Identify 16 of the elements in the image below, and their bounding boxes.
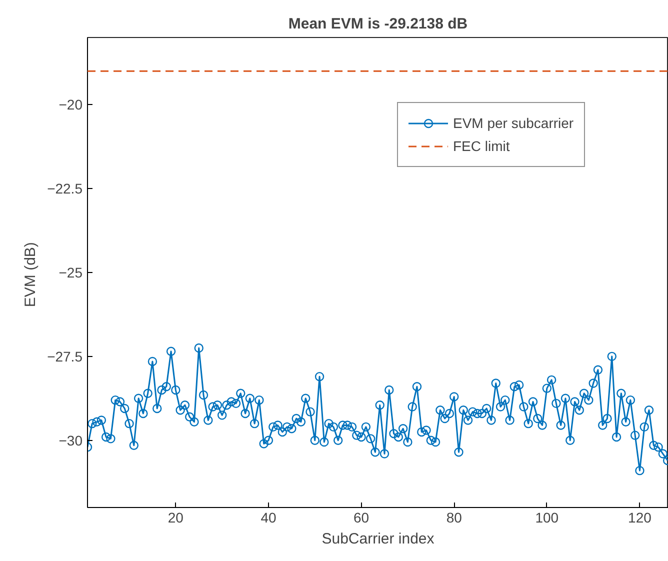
legend-label: EVM per subcarrier bbox=[453, 115, 574, 131]
legend-label: FEC limit bbox=[453, 138, 510, 154]
y-tick-label: −20 bbox=[58, 96, 83, 113]
chart-title: Mean EVM is -29.2138 dB bbox=[288, 16, 468, 32]
y-tick-label: −27.5 bbox=[47, 348, 83, 364]
x-tick-label: 100 bbox=[535, 510, 559, 526]
y-axis-title: EVM (dB) bbox=[22, 242, 40, 308]
x-tick-label: 20 bbox=[168, 510, 184, 526]
x-axis-title: SubCarrier index bbox=[322, 530, 435, 548]
x-tick-label: 80 bbox=[446, 510, 462, 526]
y-tick-label: −30 bbox=[58, 432, 83, 448]
y-tick-label: −25 bbox=[58, 264, 83, 280]
x-tick-label: 40 bbox=[260, 510, 276, 526]
x-tick-label: 60 bbox=[354, 510, 370, 526]
y-tick-label: −22.5 bbox=[47, 180, 83, 197]
x-tick-label: 120 bbox=[628, 510, 652, 526]
